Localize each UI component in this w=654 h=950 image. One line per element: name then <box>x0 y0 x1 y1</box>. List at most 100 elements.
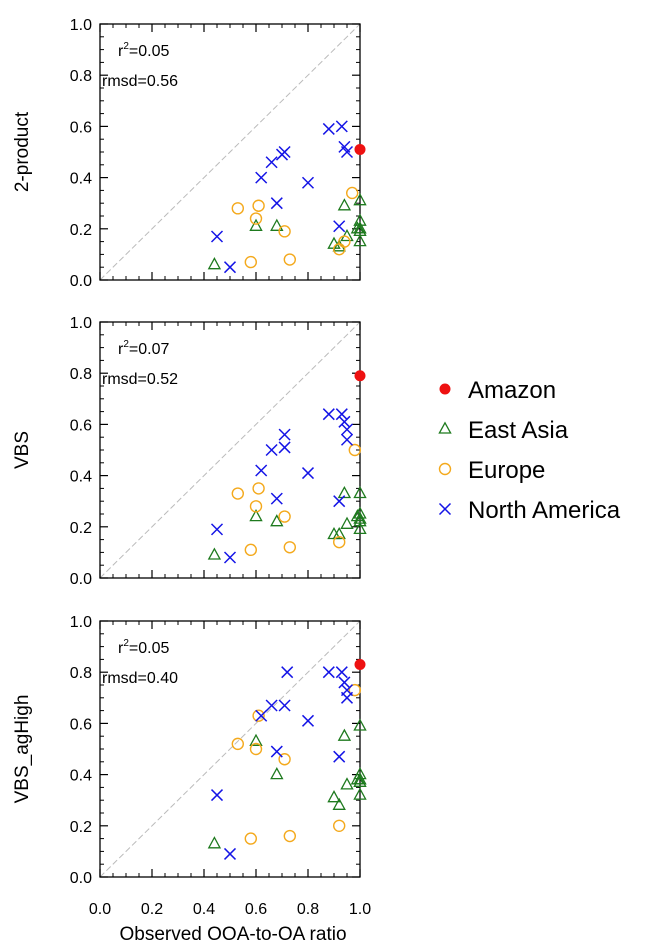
data-point <box>333 819 346 832</box>
r-squared-annotation: r2=0.05 <box>118 638 169 657</box>
series-europe <box>231 683 361 845</box>
legend-label: Amazon <box>468 377 556 404</box>
legend-marker <box>438 421 452 434</box>
data-point <box>283 253 296 266</box>
data-point <box>255 171 268 184</box>
series-amazon <box>354 370 366 382</box>
data-point <box>327 790 341 803</box>
data-point <box>353 221 367 234</box>
data-point <box>338 235 351 248</box>
data-point <box>283 541 296 554</box>
data-point <box>333 243 346 256</box>
data-point <box>333 220 346 233</box>
x-tick-label: 0.8 <box>297 901 319 918</box>
y-tick-label: 0.8 <box>70 366 92 383</box>
data-point <box>353 767 367 780</box>
data-point <box>335 408 348 421</box>
y-tick-label: 1.0 <box>70 17 92 34</box>
data-point <box>353 485 367 499</box>
x-axis-title: Observed OOA-to-OA ratio <box>119 924 346 945</box>
series-north-america <box>210 120 354 274</box>
y-axis-title: 2-product <box>12 111 33 192</box>
data-point <box>207 257 222 270</box>
data-point <box>255 464 268 477</box>
data-point <box>231 737 245 751</box>
data-point <box>353 234 367 247</box>
scatter-panel-1: 0.0 0.2 0.4 0.6 0.8 1.0 2-product r2=0.05 rmsd=0… <box>12 17 367 290</box>
y-axis-title: VBS <box>12 431 33 469</box>
scatter-panel-3: 0.0 0.2 0.4 0.6 0.8 1.0 0.0 0.2 0.4 0.6 0.8 1.0 VBS_… <box>12 614 371 945</box>
data-point <box>340 228 354 242</box>
legend-marker <box>438 502 452 516</box>
data-point <box>337 728 352 741</box>
data-point <box>337 485 352 499</box>
data-point <box>278 441 291 454</box>
data-point <box>249 509 263 522</box>
data-point <box>335 120 348 133</box>
data-point <box>210 523 224 536</box>
data-point <box>252 199 265 212</box>
y-tick-label: 0.0 <box>70 870 92 887</box>
x-tick-label: 0.4 <box>193 901 215 918</box>
data-point <box>354 143 366 155</box>
data-point <box>353 514 367 527</box>
data-point <box>353 506 367 519</box>
data-point <box>265 443 278 457</box>
data-point <box>249 742 263 756</box>
series-europe <box>231 443 361 557</box>
data-point <box>270 745 283 758</box>
y-tick-label: 0.6 <box>70 119 92 136</box>
data-point <box>340 145 354 159</box>
legend-label: North America <box>468 497 621 524</box>
one-to-one-line <box>99 620 361 878</box>
rmsd-annotation: rmsd=0.52 <box>102 371 178 388</box>
data-point <box>278 699 291 712</box>
data-point <box>335 666 348 679</box>
data-point <box>353 193 367 206</box>
x-tick-label: 0.6 <box>245 901 267 918</box>
legend-marker <box>438 462 452 476</box>
y-tick-label: 0.0 <box>70 273 92 290</box>
data-point <box>340 777 354 790</box>
data-point <box>207 547 222 560</box>
data-point <box>223 847 237 860</box>
data-point <box>231 487 245 500</box>
data-point <box>265 156 278 169</box>
y-tick-label: 0.2 <box>70 222 92 239</box>
data-point <box>332 526 346 540</box>
r-squared-annotation: r2=0.07 <box>118 339 169 358</box>
r-squared-annotation: r2=0.05 <box>118 41 169 60</box>
legend-label: East Asia <box>468 417 569 444</box>
y-tick-label: 0.8 <box>70 665 92 682</box>
y-tick-label: 0.6 <box>70 417 92 434</box>
data-point <box>322 666 335 679</box>
data-point <box>223 261 237 274</box>
series-east-asia <box>207 485 367 560</box>
data-point <box>353 772 367 785</box>
data-point <box>354 370 366 382</box>
y-tick-label: 0.6 <box>70 716 92 733</box>
data-point <box>301 176 315 189</box>
series-north-america <box>210 666 354 860</box>
data-point <box>340 516 354 529</box>
data-point <box>252 709 265 722</box>
data-point <box>322 122 335 135</box>
data-point <box>207 836 222 849</box>
one-to-one-line <box>99 321 361 579</box>
y-tick-label: 0.2 <box>70 520 92 537</box>
series-amazon <box>354 659 366 671</box>
data-point <box>278 428 291 441</box>
y-tick-label: 1.0 <box>70 614 92 631</box>
series-europe <box>231 186 359 269</box>
data-point <box>249 212 263 225</box>
series-east-asia <box>207 718 367 849</box>
data-point <box>333 535 346 549</box>
data-point <box>244 832 258 845</box>
data-point <box>223 551 237 564</box>
data-point <box>353 787 367 800</box>
scatter-panel-2: 0.0 0.2 0.4 0.6 0.8 1.0 VBS r2=0.07 rmsd=0.52 <box>12 315 367 588</box>
data-point <box>249 500 263 513</box>
y-tick-label: 0.2 <box>70 819 92 836</box>
data-point <box>278 753 291 766</box>
